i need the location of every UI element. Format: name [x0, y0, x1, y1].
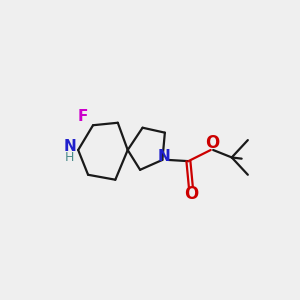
Text: N: N: [158, 149, 171, 164]
Text: N: N: [63, 139, 76, 154]
Text: H: H: [65, 151, 74, 164]
Text: F: F: [78, 109, 88, 124]
Text: O: O: [205, 134, 219, 152]
Text: O: O: [184, 185, 198, 203]
